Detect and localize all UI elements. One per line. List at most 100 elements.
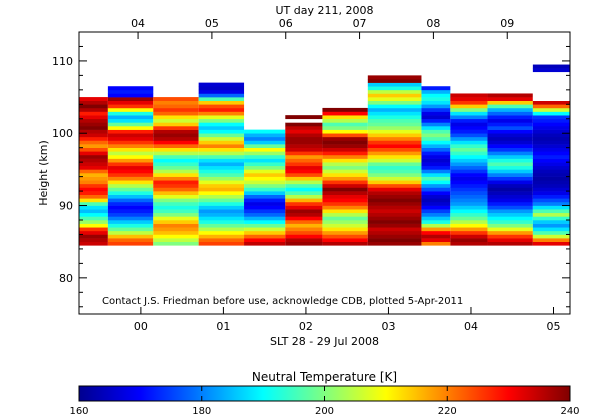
heat-cell-p9-12 <box>450 198 488 203</box>
heat-cell-p1-34 <box>107 118 154 123</box>
heat-cell-p1-16 <box>107 183 154 188</box>
heat-cell-p5-30 <box>285 133 323 138</box>
heat-cell-p9-13 <box>450 194 488 199</box>
heat-cell-p8-23 <box>421 158 451 163</box>
heat-cell-p11-28 <box>532 140 570 145</box>
bottom-tick-label-5: 05 <box>546 320 560 333</box>
heat-cell-p6-3 <box>322 230 368 235</box>
heat-cell-p1-21 <box>107 165 154 170</box>
heat-cell-p1-36 <box>107 111 154 116</box>
heat-cell-p9-8 <box>450 212 488 217</box>
heat-cell-p6-34 <box>322 118 368 123</box>
heat-cell-p5-19 <box>285 173 323 177</box>
heat-cell-p1-30 <box>107 133 154 138</box>
heat-cell-p4-20 <box>244 169 286 174</box>
heat-cell-p7-16 <box>367 183 422 188</box>
heat-cell-p8-32 <box>421 126 451 130</box>
heat-cell-p0-23 <box>79 158 108 163</box>
heat-cell-p1-43 <box>107 86 154 91</box>
heat-cell-p8-31 <box>421 129 451 134</box>
heat-cell-p9-7 <box>450 216 488 221</box>
heat-cell-p10-11 <box>487 201 533 206</box>
heat-cell-p4-25 <box>244 151 286 156</box>
heat-cell-p2-5 <box>153 223 199 228</box>
heat-cell-p5-21 <box>285 165 323 170</box>
heat-cell-p7-45 <box>367 79 422 83</box>
heat-cell-p11-13 <box>532 194 570 199</box>
heat-cell-p9-24 <box>450 154 488 159</box>
heat-cell-p10-6 <box>487 220 533 224</box>
heat-cell-p7-33 <box>367 122 422 127</box>
heat-cell-p11-11 <box>532 201 570 206</box>
heat-cell-p6-0 <box>322 241 368 246</box>
heat-cell-p8-4 <box>421 227 451 232</box>
heat-cell-p0-26 <box>79 147 108 152</box>
heat-cell-p8-2 <box>421 234 451 239</box>
heat-cell-p6-6 <box>322 220 368 224</box>
heat-cell-p10-8 <box>487 212 533 217</box>
heat-cell-p11-47 <box>532 71 570 76</box>
heat-cell-p9-26 <box>450 147 488 152</box>
heat-cell-p0-19 <box>79 173 108 177</box>
heat-cell-p11-32 <box>532 126 570 130</box>
heat-cell-p2-16 <box>153 183 199 188</box>
heat-cell-p0-40 <box>79 97 108 101</box>
heat-cell-p0-32 <box>79 126 108 130</box>
heat-cell-p10-14 <box>487 191 533 195</box>
heat-cell-p6-22 <box>322 162 368 167</box>
heat-cell-p8-35 <box>421 115 451 120</box>
heat-cell-p9-0 <box>450 241 488 246</box>
heat-cell-p4-6 <box>244 220 286 224</box>
heat-cell-p11-17 <box>532 180 570 185</box>
heat-cell-p10-1 <box>487 238 533 242</box>
heat-cell-p11-12 <box>532 198 570 203</box>
heat-cell-p3-2 <box>198 234 245 239</box>
heat-cell-p7-20 <box>367 169 422 174</box>
heat-cell-p3-38 <box>198 104 245 109</box>
top-tick-label-4: 08 <box>426 17 440 30</box>
heat-cell-p9-15 <box>450 187 488 192</box>
heat-cell-p7-10 <box>367 205 422 210</box>
heat-cell-p1-25 <box>107 151 154 156</box>
heat-cell-p11-1 <box>532 238 570 242</box>
colorbar-tick-label-4: 240 <box>560 406 579 417</box>
heat-cell-p7-44 <box>367 82 422 87</box>
heat-cell-p5-9 <box>285 209 323 214</box>
heat-cell-p3-8 <box>198 212 245 217</box>
heat-cell-p9-21 <box>450 165 488 170</box>
heat-cell-p9-10 <box>450 205 488 210</box>
heat-cell-p2-21 <box>153 165 199 170</box>
heat-cell-p4-31 <box>244 129 286 134</box>
heat-cell-p8-43 <box>421 86 451 91</box>
heat-cell-p0-24 <box>79 154 108 159</box>
heat-cell-p3-43 <box>198 86 245 91</box>
heat-cell-p1-26 <box>107 147 154 152</box>
heat-cell-p11-38 <box>532 104 570 109</box>
heat-cell-p0-34 <box>79 118 108 123</box>
heat-cell-p0-3 <box>79 230 108 235</box>
heat-cell-p1-10 <box>107 205 154 210</box>
heat-cell-p10-23 <box>487 158 533 163</box>
heat-cell-p1-33 <box>107 122 154 127</box>
heat-cell-p7-1 <box>367 238 422 242</box>
heat-cell-p2-6 <box>153 220 199 224</box>
heat-cell-p9-39 <box>450 100 488 105</box>
heat-cell-p8-39 <box>421 100 451 105</box>
heat-cell-p0-30 <box>79 133 108 138</box>
heat-cell-p4-16 <box>244 183 286 188</box>
heat-cell-p0-8 <box>79 212 108 217</box>
heat-cell-p9-22 <box>450 162 488 167</box>
heat-cell-p7-42 <box>367 89 422 94</box>
heat-cell-p6-9 <box>322 209 368 214</box>
y-tick-label-2: 100 <box>52 127 73 140</box>
heat-cell-p0-33 <box>79 122 108 127</box>
heat-cell-p1-37 <box>107 107 154 112</box>
heat-cell-p3-27 <box>198 144 245 148</box>
heat-cell-p7-8 <box>367 212 422 217</box>
heat-cell-p5-22 <box>285 162 323 167</box>
heat-cell-p9-16 <box>450 183 488 188</box>
heat-cell-p4-3 <box>244 230 286 235</box>
annotation-text: Contact J.S. Friedman before use, acknow… <box>102 296 463 307</box>
heat-cell-p9-27 <box>450 144 488 148</box>
heat-cell-p0-9 <box>79 209 108 214</box>
